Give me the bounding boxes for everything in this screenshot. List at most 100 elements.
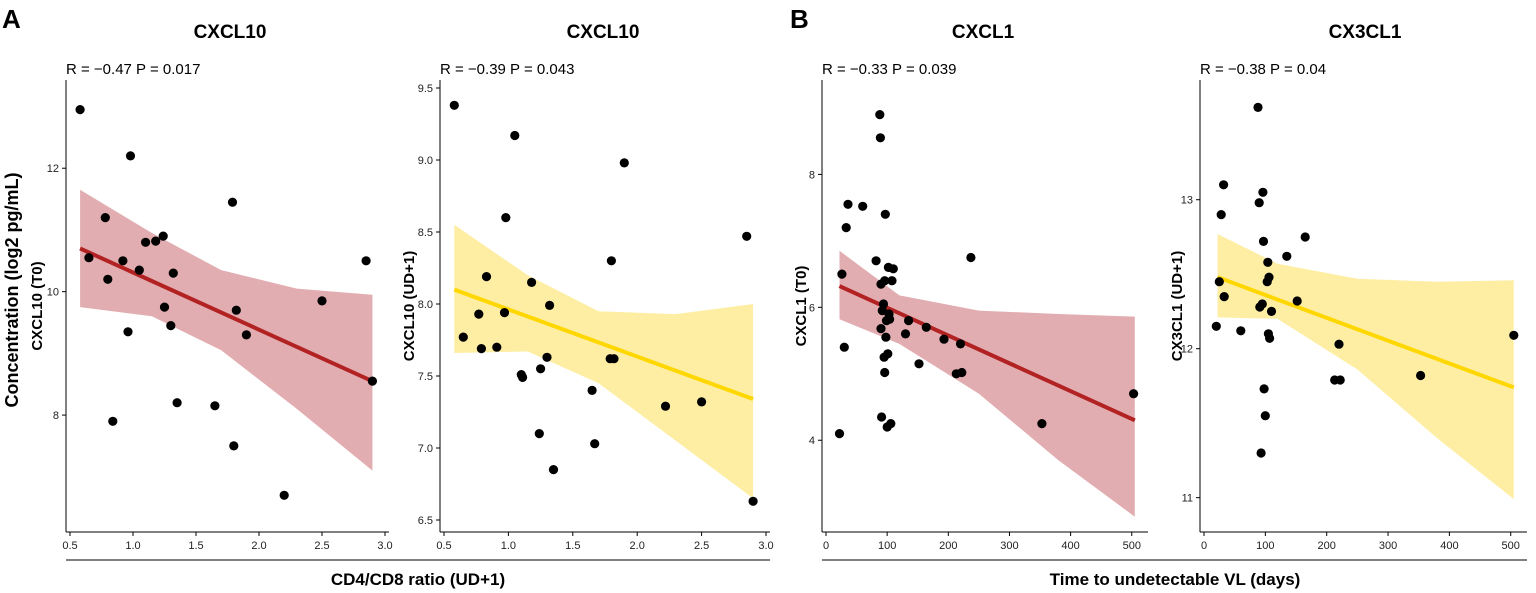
concentration-axis-label: Concentration (log2 pg/mL) (2, 173, 22, 408)
x-tick-label: 100 (1256, 540, 1274, 552)
data-point (367, 376, 377, 386)
group-b-x-axis-label: Time to undetectable VL (days) (1050, 570, 1301, 589)
chart-title: CXCL10 (567, 22, 640, 43)
data-point (159, 302, 170, 312)
data-point (481, 272, 492, 282)
data-point (878, 299, 889, 309)
data-point (1300, 232, 1310, 242)
y-tick-label: 4 (809, 435, 815, 447)
chart-cxcl1-t0: CXCL1 R = −0.33 P = 0.039 CXCL1 (T0) 0 100 20… (793, 22, 1148, 552)
data-point (1037, 419, 1047, 429)
data-point (886, 419, 896, 429)
data-point (548, 465, 559, 475)
y-tick-label: 10 (47, 287, 59, 299)
y-tick-label: 6 (809, 302, 815, 314)
data-point (75, 105, 85, 115)
data-point (1214, 277, 1224, 287)
data-point (841, 223, 851, 233)
data-point (518, 372, 528, 382)
data-point (501, 213, 511, 223)
data-point (536, 364, 546, 374)
data-point (499, 308, 510, 318)
data-point (168, 268, 178, 278)
chart-cx3cl1-ud1: CX3CL1 R = −0.38 P = 0.04 CX3CL1 (UD+1) 0 10… (1169, 22, 1527, 552)
x-tick-label: 200 (1318, 540, 1336, 552)
regression-line (453, 287, 754, 401)
x-tick-label: 0 (823, 540, 829, 552)
x-tick-label: 300 (1000, 540, 1018, 552)
data-point (1335, 375, 1345, 385)
data-point (587, 385, 597, 395)
y-axis-label: CXCL10 (T0) (29, 261, 46, 350)
data-point (748, 496, 758, 506)
data-point (103, 274, 113, 284)
data-point (1253, 102, 1263, 112)
data-point (1211, 321, 1221, 331)
data-point (697, 397, 707, 407)
data-point (210, 401, 220, 411)
x-tick-label: 0.5 (436, 540, 451, 552)
group-a-x-axis-label: CD4/CD8 ratio (UD+1) (331, 570, 505, 589)
data-point (843, 199, 853, 209)
data-point (885, 314, 895, 324)
data-point (1256, 448, 1266, 458)
x-tick-label: 3.0 (377, 540, 392, 552)
y-tick-label: 12 (1181, 344, 1193, 356)
data-point (317, 296, 327, 306)
data-point (877, 412, 887, 422)
data-point (875, 133, 886, 143)
data-point (108, 416, 118, 426)
regression-line (838, 284, 1136, 423)
data-point (1292, 296, 1302, 306)
data-point (839, 342, 849, 352)
x-tick-label: 300 (1379, 540, 1397, 552)
data-point (1219, 180, 1229, 190)
data-point (1259, 384, 1269, 394)
x-tick-label: 1.0 (125, 540, 140, 552)
y-tick-label: 6.5 (418, 515, 433, 527)
chart-title: CX3CL1 (1329, 22, 1402, 43)
data-point (1216, 210, 1226, 220)
data-point (172, 398, 182, 408)
regression-line (1216, 275, 1515, 390)
data-point (134, 265, 144, 275)
data-point (590, 439, 600, 449)
data-point (966, 252, 976, 263)
chart-title: CXCL10 (194, 22, 267, 43)
data-point (880, 209, 890, 219)
y-axis-label: CX3CL1 (UD+1) (1169, 251, 1186, 361)
data-point (474, 309, 484, 319)
data-point (229, 441, 239, 451)
data-point (1264, 272, 1274, 282)
data-point (1129, 389, 1139, 399)
panel-label-b: B (790, 4, 809, 34)
y-axis-label: CXCL1 (T0) (793, 266, 810, 347)
y-tick-label: 13 (1181, 195, 1193, 207)
data-point (837, 269, 847, 279)
data-point (921, 322, 931, 332)
x-tick-label: 400 (1061, 540, 1079, 552)
y-tick-label: 7.0 (418, 443, 433, 455)
data-point (123, 327, 133, 337)
data-point (914, 359, 924, 369)
y-tick-label: 8 (53, 410, 59, 422)
correlation-stat: R = −0.33 P = 0.039 (822, 61, 956, 78)
data-point (542, 352, 552, 362)
data-point (939, 334, 949, 344)
data-point (858, 201, 868, 211)
data-point (241, 330, 251, 340)
data-point (1260, 411, 1270, 421)
data-point (100, 213, 110, 223)
data-point (166, 321, 176, 331)
data-point (1265, 333, 1275, 343)
data-point (883, 349, 893, 359)
data-point (1263, 257, 1273, 267)
data-point (881, 332, 891, 342)
data-point (1258, 187, 1268, 197)
x-tick-label: 500 (1123, 540, 1141, 552)
data-point (449, 100, 459, 110)
data-point (1254, 198, 1264, 208)
data-point (125, 151, 136, 161)
confidence-band (80, 189, 373, 471)
data-point (231, 305, 241, 315)
